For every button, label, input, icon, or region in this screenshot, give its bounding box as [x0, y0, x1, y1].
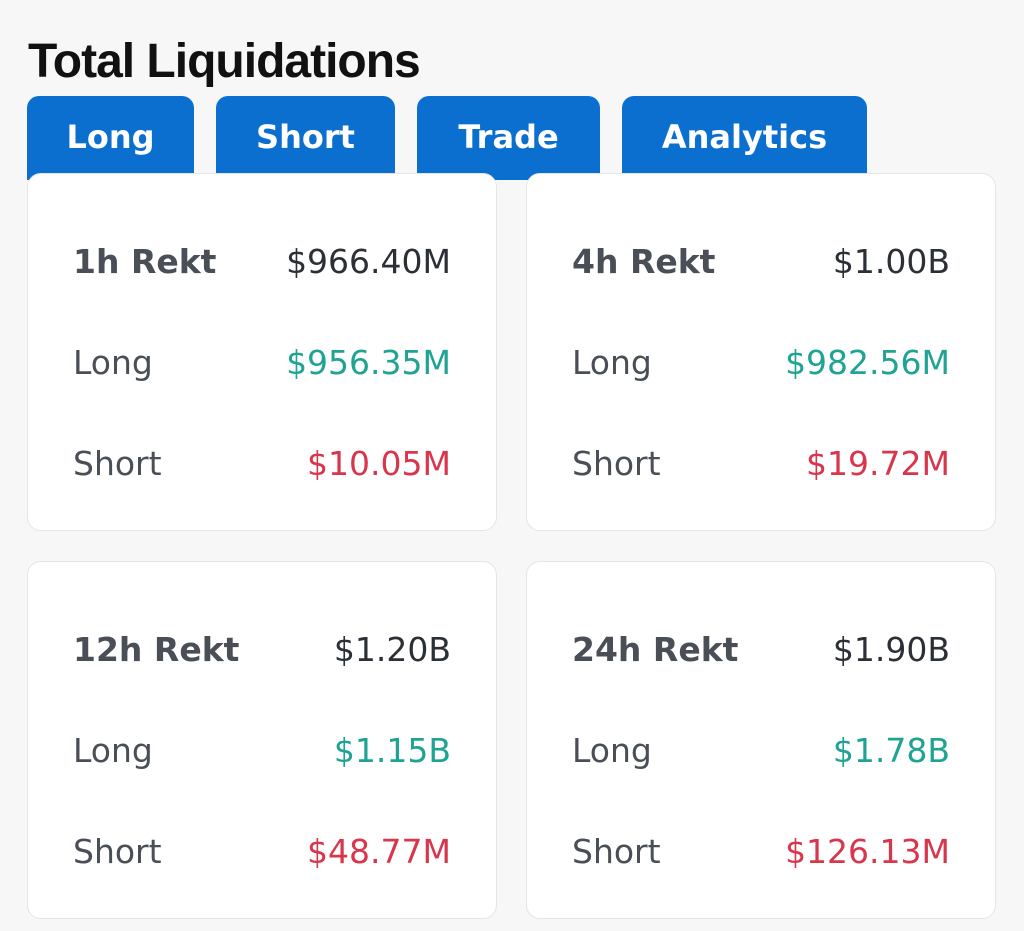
long-label: Long — [73, 730, 153, 770]
page-title: Total Liquidations — [28, 35, 421, 88]
total-value: $1.20B — [333, 629, 451, 669]
long-label: Long — [572, 342, 652, 382]
tab-analytics[interactable]: Analytics — [622, 96, 867, 180]
tab-analytics-label: Analytics — [661, 118, 828, 156]
tab-long[interactable]: Long — [27, 96, 194, 180]
long-row: Long $956.35M — [73, 332, 451, 392]
long-label: Long — [572, 730, 652, 770]
long-row: Long $1.78B — [572, 720, 950, 780]
short-label: Short — [572, 831, 661, 871]
long-value: $1.15B — [333, 730, 451, 770]
tab-trade[interactable]: Trade — [417, 96, 600, 180]
total-value: $1.90B — [832, 629, 950, 669]
card-header-row: 4h Rekt $1.00B — [572, 231, 950, 291]
period-label: 4h Rekt — [572, 241, 716, 281]
tab-short-label: Short — [256, 118, 355, 156]
tab-short[interactable]: Short — [216, 96, 395, 180]
card-header-row: 1h Rekt $966.40M — [73, 231, 451, 291]
long-row: Long $982.56M — [572, 332, 950, 392]
period-label: 24h Rekt — [572, 629, 739, 669]
card-1h-rekt: 1h Rekt $966.40M Long $956.35M Short $10… — [27, 173, 497, 531]
period-label: 12h Rekt — [73, 629, 240, 669]
long-row: Long $1.15B — [73, 720, 451, 780]
short-value: $19.72M — [806, 443, 950, 483]
long-value: $982.56M — [785, 342, 950, 382]
card-12h-rekt: 12h Rekt $1.20B Long $1.15B Short $48.77… — [27, 561, 497, 919]
card-header-row: 12h Rekt $1.20B — [73, 619, 451, 679]
total-value: $966.40M — [286, 241, 451, 281]
short-row: Short $10.05M — [73, 433, 451, 493]
short-row: Short $126.13M — [572, 821, 950, 881]
long-value: $956.35M — [286, 342, 451, 382]
short-label: Short — [73, 443, 162, 483]
short-value: $48.77M — [307, 831, 451, 871]
short-label: Short — [73, 831, 162, 871]
tab-trade-label: Trade — [458, 118, 559, 156]
short-value: $10.05M — [307, 443, 451, 483]
period-label: 1h Rekt — [73, 241, 217, 281]
total-value: $1.00B — [832, 241, 950, 281]
short-label: Short — [572, 443, 661, 483]
short-row: Short $48.77M — [73, 821, 451, 881]
card-24h-rekt: 24h Rekt $1.90B Long $1.78B Short $126.1… — [526, 561, 996, 919]
long-label: Long — [73, 342, 153, 382]
long-value: $1.78B — [832, 730, 950, 770]
card-4h-rekt: 4h Rekt $1.00B Long $982.56M Short $19.7… — [526, 173, 996, 531]
card-header-row: 24h Rekt $1.90B — [572, 619, 950, 679]
short-value: $126.13M — [785, 831, 950, 871]
tab-long-label: Long — [66, 118, 155, 156]
short-row: Short $19.72M — [572, 433, 950, 493]
